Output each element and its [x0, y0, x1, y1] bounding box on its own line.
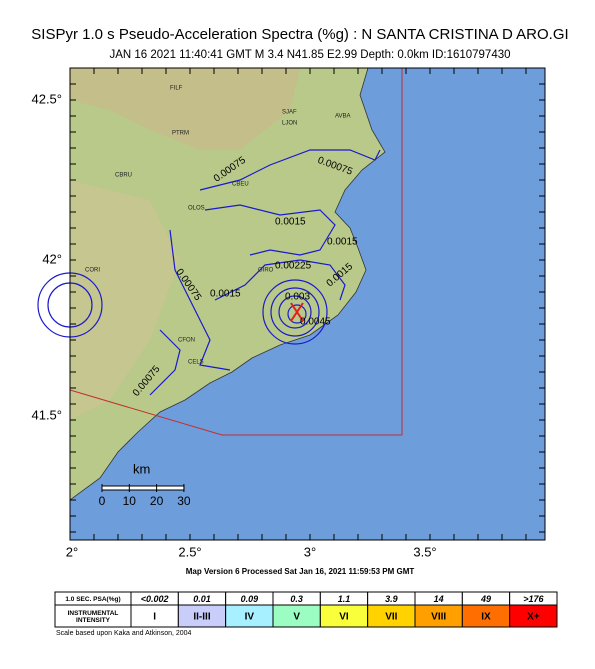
subtitle: JAN 16 2021 11:40:41 GMT M 3.4 N41.85 E2… — [109, 49, 510, 61]
footer: Map Version 6 Processed Sat Jan 16, 2021… — [186, 567, 415, 576]
lat-label: 42° — [42, 251, 62, 266]
title: SISPyr 1.0 s Pseudo-Acceleration Spectra… — [31, 26, 568, 43]
psa-value: <0.002 — [141, 594, 169, 604]
scale-label: 0 — [99, 494, 106, 508]
place-label: OLOS — [188, 206, 205, 212]
psa-value: 49 — [480, 594, 491, 604]
contour-label: 0.0045 — [300, 317, 331, 328]
scale-label: 10 — [123, 494, 137, 508]
place-label: FILF — [170, 86, 183, 92]
place-label: SJAF — [282, 110, 297, 116]
epicenter — [290, 302, 304, 322]
place-label: PTRM — [172, 131, 189, 137]
map: 42.5° 42° 41.5° 2° 2.5° 3° 3.5° FILF PTRM CBRU CB… — [31, 67, 546, 559]
place-label: CELS — [188, 360, 204, 366]
contour-label: 0.00225 — [275, 261, 312, 272]
intensity-value: X+ — [527, 612, 540, 623]
place-label: CORI — [85, 268, 100, 274]
lon-label: 2° — [66, 544, 78, 559]
contour-label: 0.0015 — [210, 289, 241, 300]
region-boundary — [69, 68, 403, 436]
place-label: CBRU — [115, 173, 132, 179]
place-label: GIRO — [258, 268, 274, 274]
intensity-header: INSTRUMENTAL INTENSITY — [68, 609, 119, 623]
intensity-value: I — [153, 612, 156, 623]
intensity-value: V — [293, 612, 300, 623]
contours — [37, 149, 381, 396]
contour-label: 0.0015 — [275, 217, 306, 228]
hills — [70, 180, 180, 420]
psa-value: 14 — [434, 594, 444, 604]
intensity-value: VIII — [431, 612, 446, 623]
map-frame — [69, 67, 546, 541]
place-label: CBEU — [232, 182, 249, 188]
place-label: AVBA — [335, 114, 351, 120]
legend: 1.0 SEC. PSA(%g) INSTRUMENTAL INTENSITY <0.… — [54, 591, 558, 628]
lat-label: 41.5° — [31, 407, 62, 422]
place-label: LJON — [282, 121, 297, 127]
scale-label: 30 — [177, 494, 191, 508]
lon-label: 3° — [304, 544, 316, 559]
lat-label: 42.5° — [31, 91, 62, 106]
psa-value: >176 — [523, 594, 544, 604]
intensity-value: IX — [481, 612, 491, 623]
intensity-value: VI — [339, 612, 349, 623]
lon-label: 3.5° — [413, 544, 436, 559]
mountains — [70, 68, 300, 150]
intensity-cell — [509, 604, 558, 628]
contour-label: 0.003 — [285, 292, 310, 303]
psa-value: 0.01 — [193, 594, 211, 604]
intensity-value: IV — [245, 612, 255, 623]
intensity-value: II-III — [193, 612, 210, 623]
land — [69, 67, 386, 501]
intensity-value: VII — [385, 612, 397, 623]
scale-label: 20 — [150, 494, 164, 508]
psa-value: 0.3 — [290, 594, 303, 604]
scale-note: Scale based upon Kaka and Atkinson, 2004 — [56, 630, 192, 637]
psa-header: 1.0 SEC. PSA(%g) — [65, 596, 120, 603]
contour-label: 0.0015 — [327, 237, 358, 248]
psa-value: 0.09 — [241, 594, 259, 604]
psa-value: 3.9 — [385, 594, 398, 604]
lon-label: 2.5° — [178, 544, 201, 559]
frame-ticks: 42.5° 42° 41.5° 2° 2.5° 3° 3.5° — [31, 67, 545, 559]
place-label: CFON — [178, 338, 195, 344]
scale-unit: km — [133, 461, 150, 476]
psa-value: 1.1 — [338, 594, 351, 604]
scale-bar — [101, 485, 185, 491]
